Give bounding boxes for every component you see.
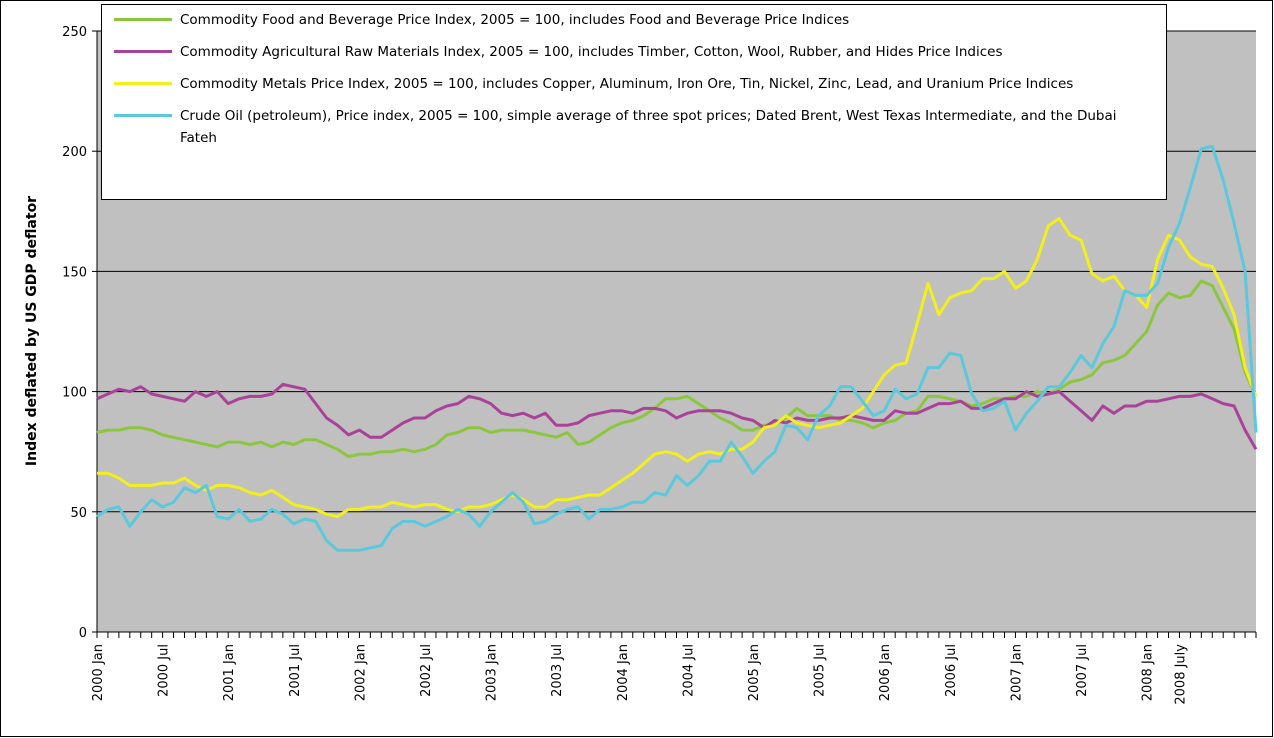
- legend-label: Commodity Metals Price Index, 2005 = 100…: [180, 76, 1074, 92]
- x-tick-label: 2005 Jul: [813, 644, 828, 697]
- series-line: [96, 382, 1258, 451]
- x-tick-label: 2002 Jul: [419, 644, 434, 697]
- legend-item: Commodity Food and Beverage Price Index,…: [102, 9, 1166, 31]
- x-tick-label: 2003 Jan: [485, 644, 500, 701]
- legend-swatch: [114, 18, 172, 21]
- y-axis-title: Index deflated by US GDP deflator: [24, 196, 40, 466]
- x-tick-label: 2007 Jan: [1009, 644, 1024, 701]
- x-tick-label: 2006 Jan: [878, 644, 893, 701]
- x-tick-label: 2008 Jan: [1141, 644, 1156, 701]
- x-tick-label: 2001 Jul: [288, 644, 303, 697]
- x-tick-label: 2001 Jan: [222, 644, 237, 701]
- series-line: [97, 217, 1258, 519]
- x-tick-label: 2004 Jan: [616, 644, 631, 701]
- x-tick-label: 2003 Jul: [550, 644, 565, 697]
- legend-swatch: [114, 50, 172, 53]
- legend-label: Commodity Agricultural Raw Materials Ind…: [180, 44, 1003, 60]
- y-tick-label: 150: [62, 265, 87, 280]
- y-tick-label: 200: [62, 145, 87, 160]
- legend-label: Crude Oil (petroleum), Price index, 2005…: [180, 108, 1117, 146]
- y-tick-label: 250: [62, 25, 87, 40]
- legend-label: Commodity Food and Beverage Price Index,…: [180, 12, 850, 28]
- legend-item: Commodity Agricultural Raw Materials Ind…: [102, 41, 1166, 63]
- series-line: [96, 144, 1258, 552]
- x-tick-label: 2000 Jul: [157, 644, 172, 697]
- x-tick-label: 2004 Jul: [681, 644, 696, 697]
- x-tick-label: 2006 Jul: [944, 644, 959, 697]
- y-tick-label: 100: [62, 386, 87, 401]
- x-tick-label: 2005 Jan: [747, 644, 762, 701]
- x-tick-label: 2002 Jan: [353, 644, 368, 701]
- legend-swatch: [114, 82, 172, 85]
- y-tick-label: 50: [70, 506, 87, 521]
- legend-item: Crude Oil (petroleum), Price index, 2005…: [102, 105, 1166, 149]
- legend: Commodity Food and Beverage Price Index,…: [101, 4, 1167, 200]
- x-tick-label: 2008 July: [1173, 644, 1188, 705]
- x-tick-label: 2007 Jul: [1075, 644, 1090, 697]
- x-tick-label: 2000 Jan: [91, 644, 106, 701]
- y-tick-label: 0: [79, 626, 87, 641]
- series-line: [96, 279, 1258, 458]
- legend-item: Commodity Metals Price Index, 2005 = 100…: [102, 73, 1166, 95]
- legend-swatch: [114, 114, 172, 117]
